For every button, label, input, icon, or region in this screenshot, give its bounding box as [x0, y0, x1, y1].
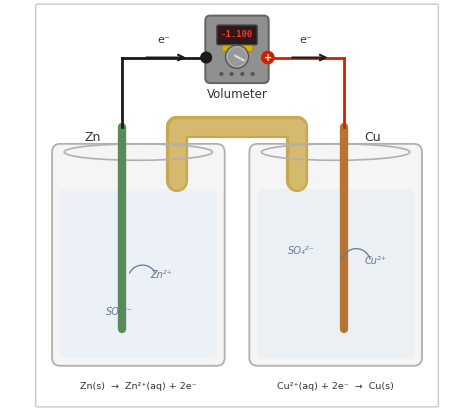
Text: Zn(s)  →  Zn²⁺(aq) + 2e⁻: Zn(s) → Zn²⁺(aq) + 2e⁻	[80, 382, 197, 391]
Text: e⁻: e⁻	[300, 35, 312, 45]
Text: Cu: Cu	[365, 131, 381, 144]
FancyBboxPatch shape	[249, 144, 422, 366]
Text: e⁻: e⁻	[158, 35, 171, 45]
Text: Zn: Zn	[85, 131, 101, 144]
FancyBboxPatch shape	[60, 189, 217, 358]
Circle shape	[262, 51, 274, 64]
Text: -1.100: -1.100	[221, 30, 253, 39]
Circle shape	[228, 48, 246, 66]
Circle shape	[201, 52, 211, 63]
Text: SO₄²⁻: SO₄²⁻	[288, 246, 315, 256]
Circle shape	[240, 72, 245, 76]
FancyBboxPatch shape	[257, 189, 414, 358]
Bar	[242, 45, 252, 51]
FancyBboxPatch shape	[205, 16, 269, 83]
FancyBboxPatch shape	[52, 144, 225, 366]
Text: Cu²⁺(aq) + 2e⁻  →  Cu(s): Cu²⁺(aq) + 2e⁻ → Cu(s)	[277, 382, 394, 391]
FancyBboxPatch shape	[217, 25, 257, 45]
Bar	[222, 45, 232, 51]
Circle shape	[229, 72, 234, 76]
FancyBboxPatch shape	[36, 4, 438, 407]
Text: Volumeter: Volumeter	[207, 88, 267, 102]
Circle shape	[219, 72, 223, 76]
Circle shape	[226, 45, 248, 68]
Text: Zn²⁺: Zn²⁺	[151, 270, 173, 280]
Circle shape	[251, 72, 255, 76]
Text: Cu²⁺: Cu²⁺	[365, 256, 386, 266]
Text: SO₄²⁻: SO₄²⁻	[106, 307, 133, 317]
Text: +: +	[264, 53, 272, 62]
